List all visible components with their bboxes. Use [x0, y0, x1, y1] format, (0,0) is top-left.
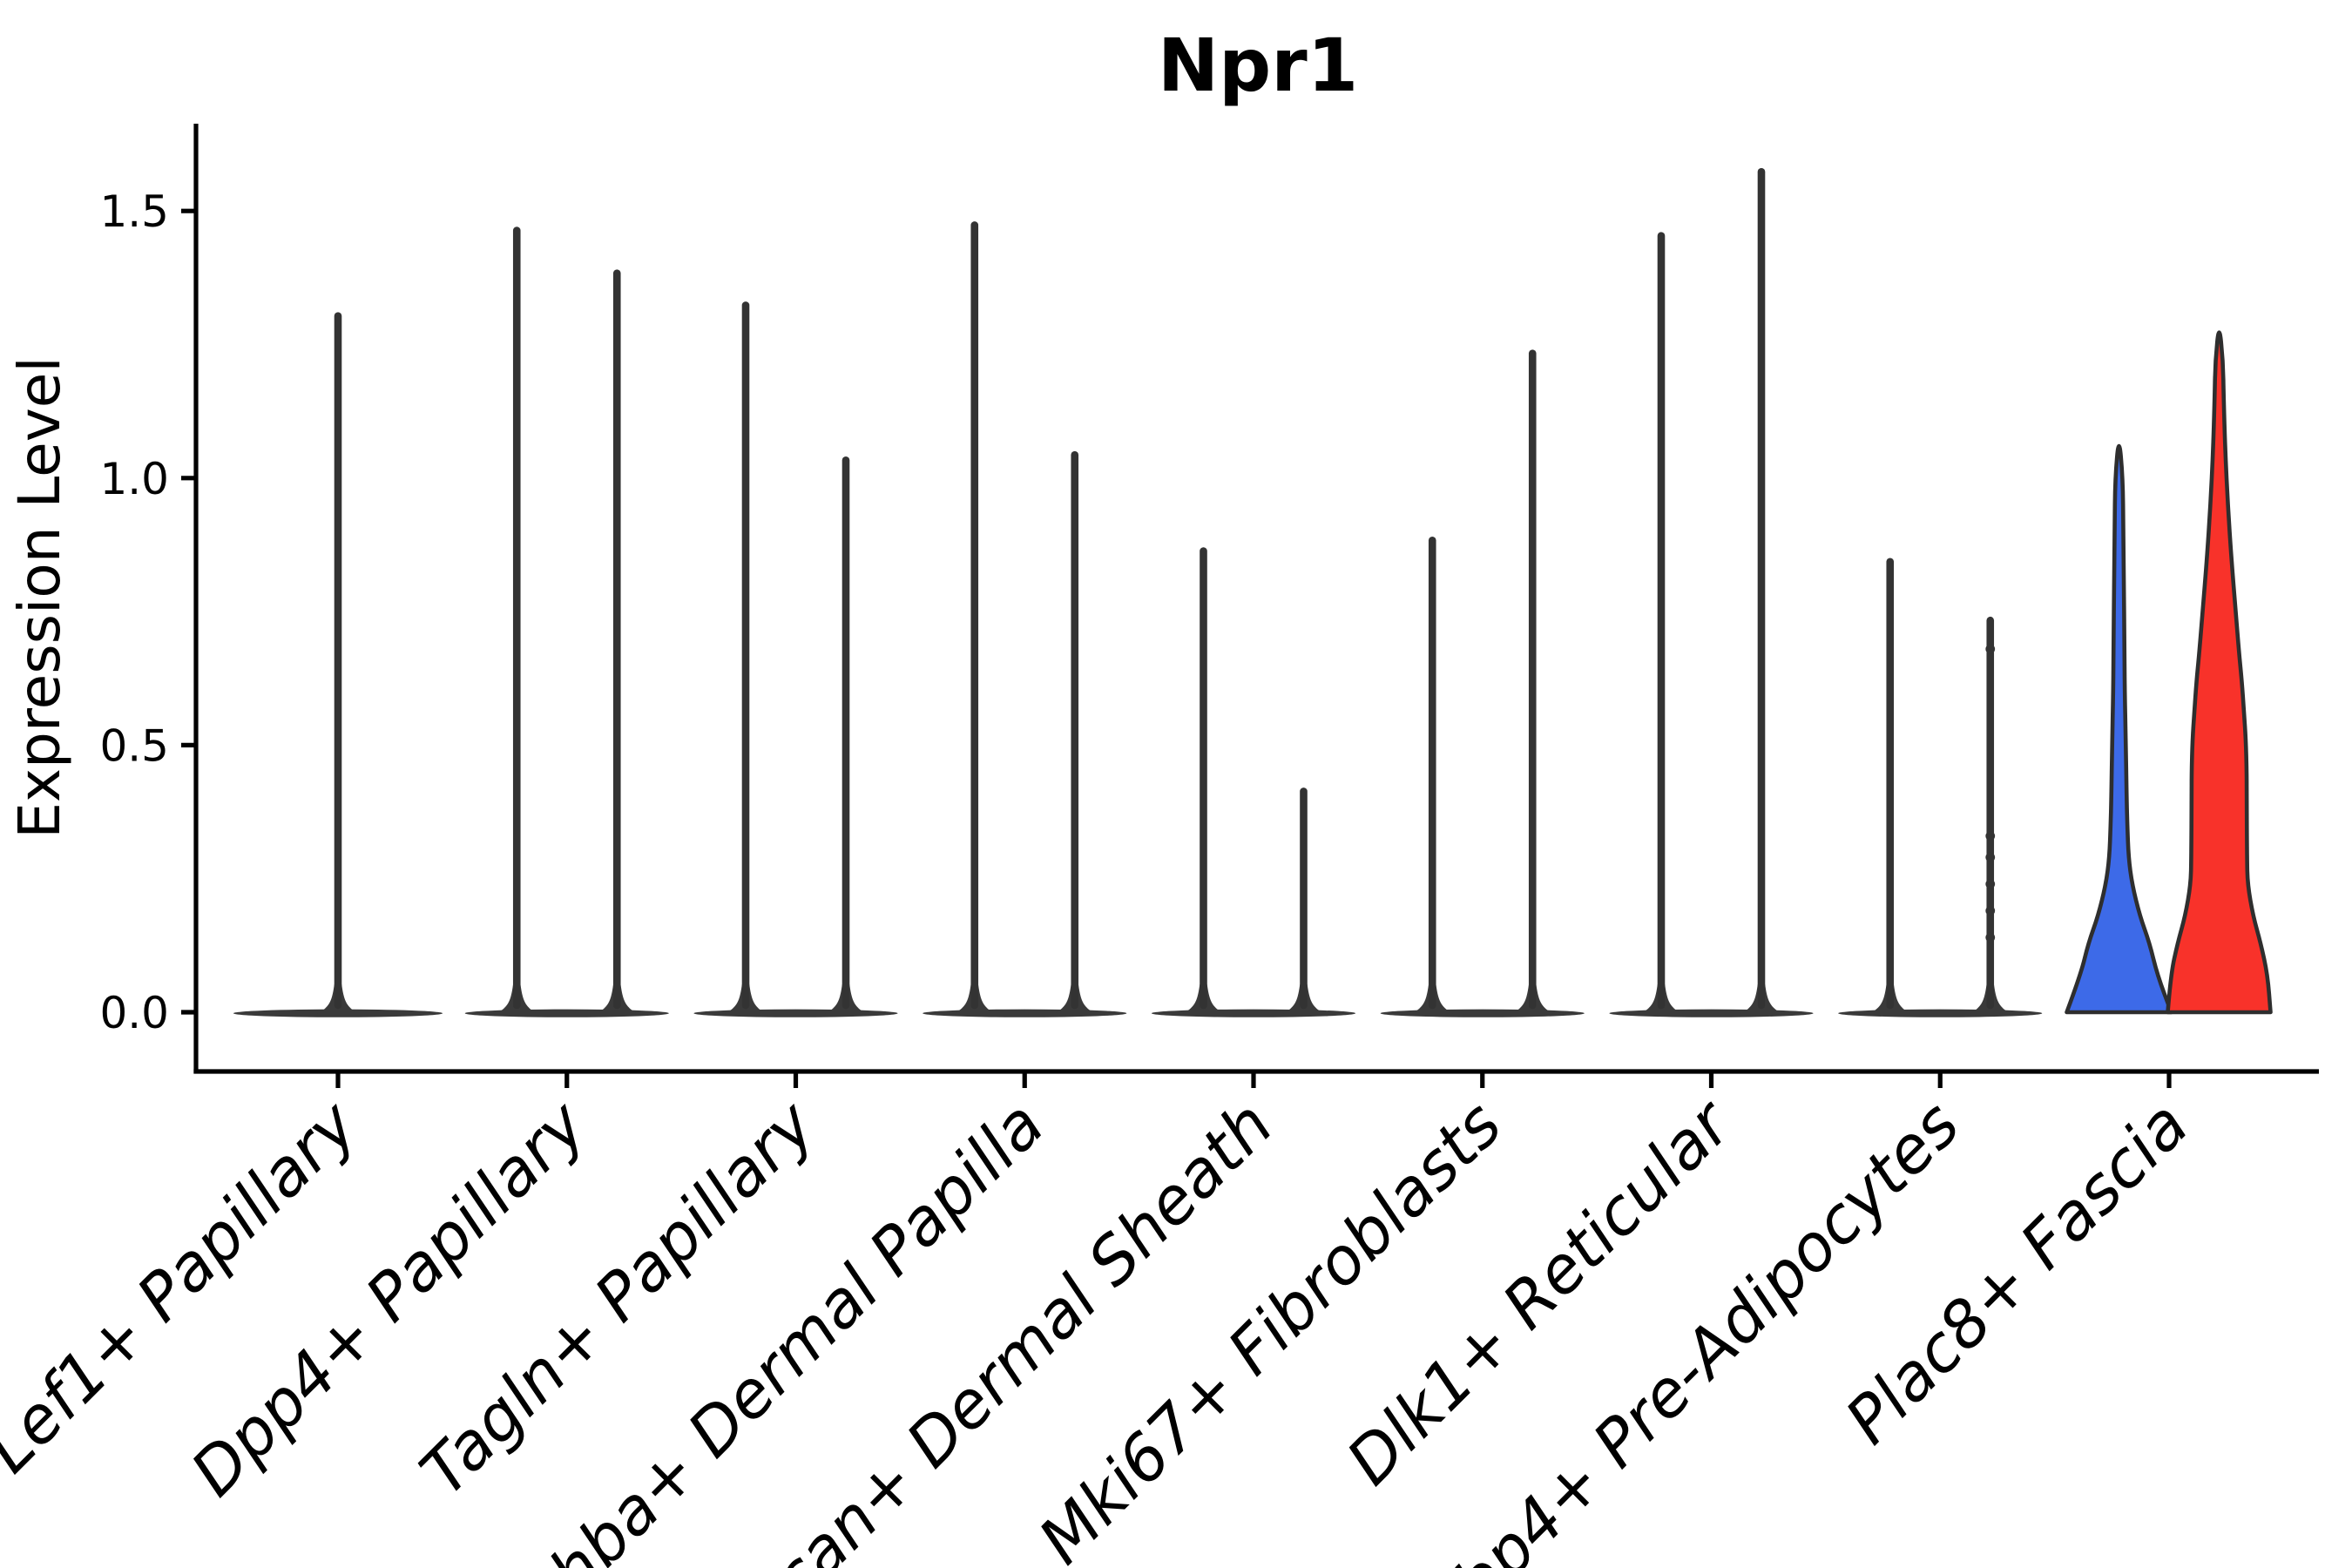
violin-filled-left — [2065, 443, 2173, 1015]
y-tick-label: 0.5 — [99, 720, 169, 771]
violin-zero-base — [1838, 1009, 2043, 1017]
violin-spike-knot — [1985, 852, 1996, 862]
y-tick-label: 1.0 — [99, 454, 169, 504]
violin-spike-knot — [1985, 831, 1996, 841]
y-tick-label: 1.5 — [99, 186, 169, 237]
violin-zero-base — [1152, 1009, 1355, 1017]
y-tick-label: 0.0 — [99, 988, 169, 1038]
violin-zero-base — [1380, 1009, 1585, 1017]
violin-spike-knot — [1985, 879, 1996, 889]
violin-spike-knot — [1985, 644, 1996, 654]
violin-zero-base — [1609, 1009, 1814, 1017]
x-tick-label: Dlk1+ Reticular — [1333, 1085, 1748, 1500]
violin-zero-base — [923, 1009, 1127, 1017]
y-axis-label: Expression Level — [6, 356, 73, 838]
violin-layer — [233, 167, 2273, 1017]
violin-spike-knot — [1985, 932, 1996, 943]
y-axis-ticks: 0.0 0.5 1.0 1.5 — [99, 186, 196, 1038]
plot-title: Npr1 — [1158, 23, 1358, 108]
violin-filled-right — [2166, 330, 2273, 1015]
violin-zero-base — [464, 1009, 669, 1017]
x-tick-label: Tagln+ Papillary — [406, 1086, 830, 1511]
x-tick-label: Dpp4+ Papillary — [177, 1086, 601, 1511]
x-tick-label: Lef1+ Papillary — [0, 1086, 373, 1487]
violin-zero-base — [693, 1009, 898, 1017]
violin-spike-knot — [1985, 906, 1996, 916]
